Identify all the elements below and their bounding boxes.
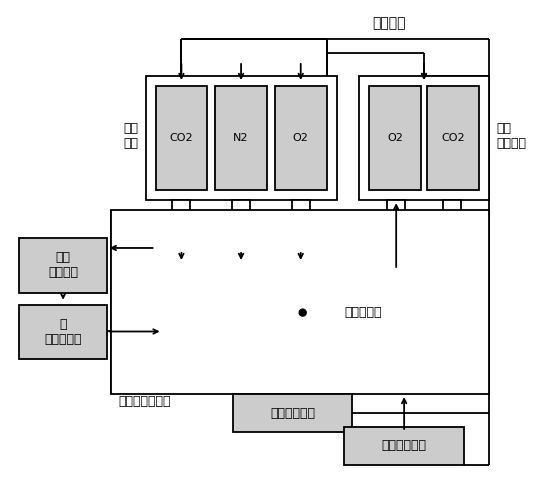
Bar	[215, 86, 267, 190]
Text: 湿度
センサー: 湿度 センサー	[48, 251, 78, 279]
Text: ヒーター要素: ヒーター要素	[270, 407, 315, 420]
Bar	[360, 76, 488, 200]
Circle shape	[299, 309, 306, 316]
Bar	[345, 427, 464, 465]
Bar	[292, 200, 310, 255]
Text: ディッシュ: ディッシュ	[345, 306, 382, 319]
Bar	[443, 200, 461, 270]
Bar	[387, 200, 405, 270]
Text: ガス
容器: ガス 容器	[124, 122, 139, 150]
Text: CO2: CO2	[441, 133, 465, 143]
Bar	[19, 238, 107, 293]
Bar	[19, 305, 107, 359]
Bar	[111, 210, 488, 394]
Bar	[427, 86, 479, 190]
Bar	[232, 200, 250, 255]
Text: 温度センサー: 温度センサー	[381, 439, 426, 452]
Bar	[156, 86, 207, 190]
Text: N2: N2	[233, 133, 249, 143]
Text: 環境操作: 環境操作	[372, 16, 406, 30]
Text: O2: O2	[293, 133, 309, 143]
Bar	[233, 394, 353, 432]
Text: O2: O2	[387, 133, 403, 143]
Bar	[369, 86, 421, 190]
Text: CO2: CO2	[170, 133, 193, 143]
Text: 水
チャンバー: 水 チャンバー	[44, 318, 82, 346]
Bar	[275, 86, 326, 190]
Bar	[172, 200, 190, 255]
Text: ガス
センサー: ガス センサー	[496, 122, 526, 150]
Text: 環境チャンバー: 環境チャンバー	[119, 395, 171, 407]
Bar	[146, 76, 337, 200]
